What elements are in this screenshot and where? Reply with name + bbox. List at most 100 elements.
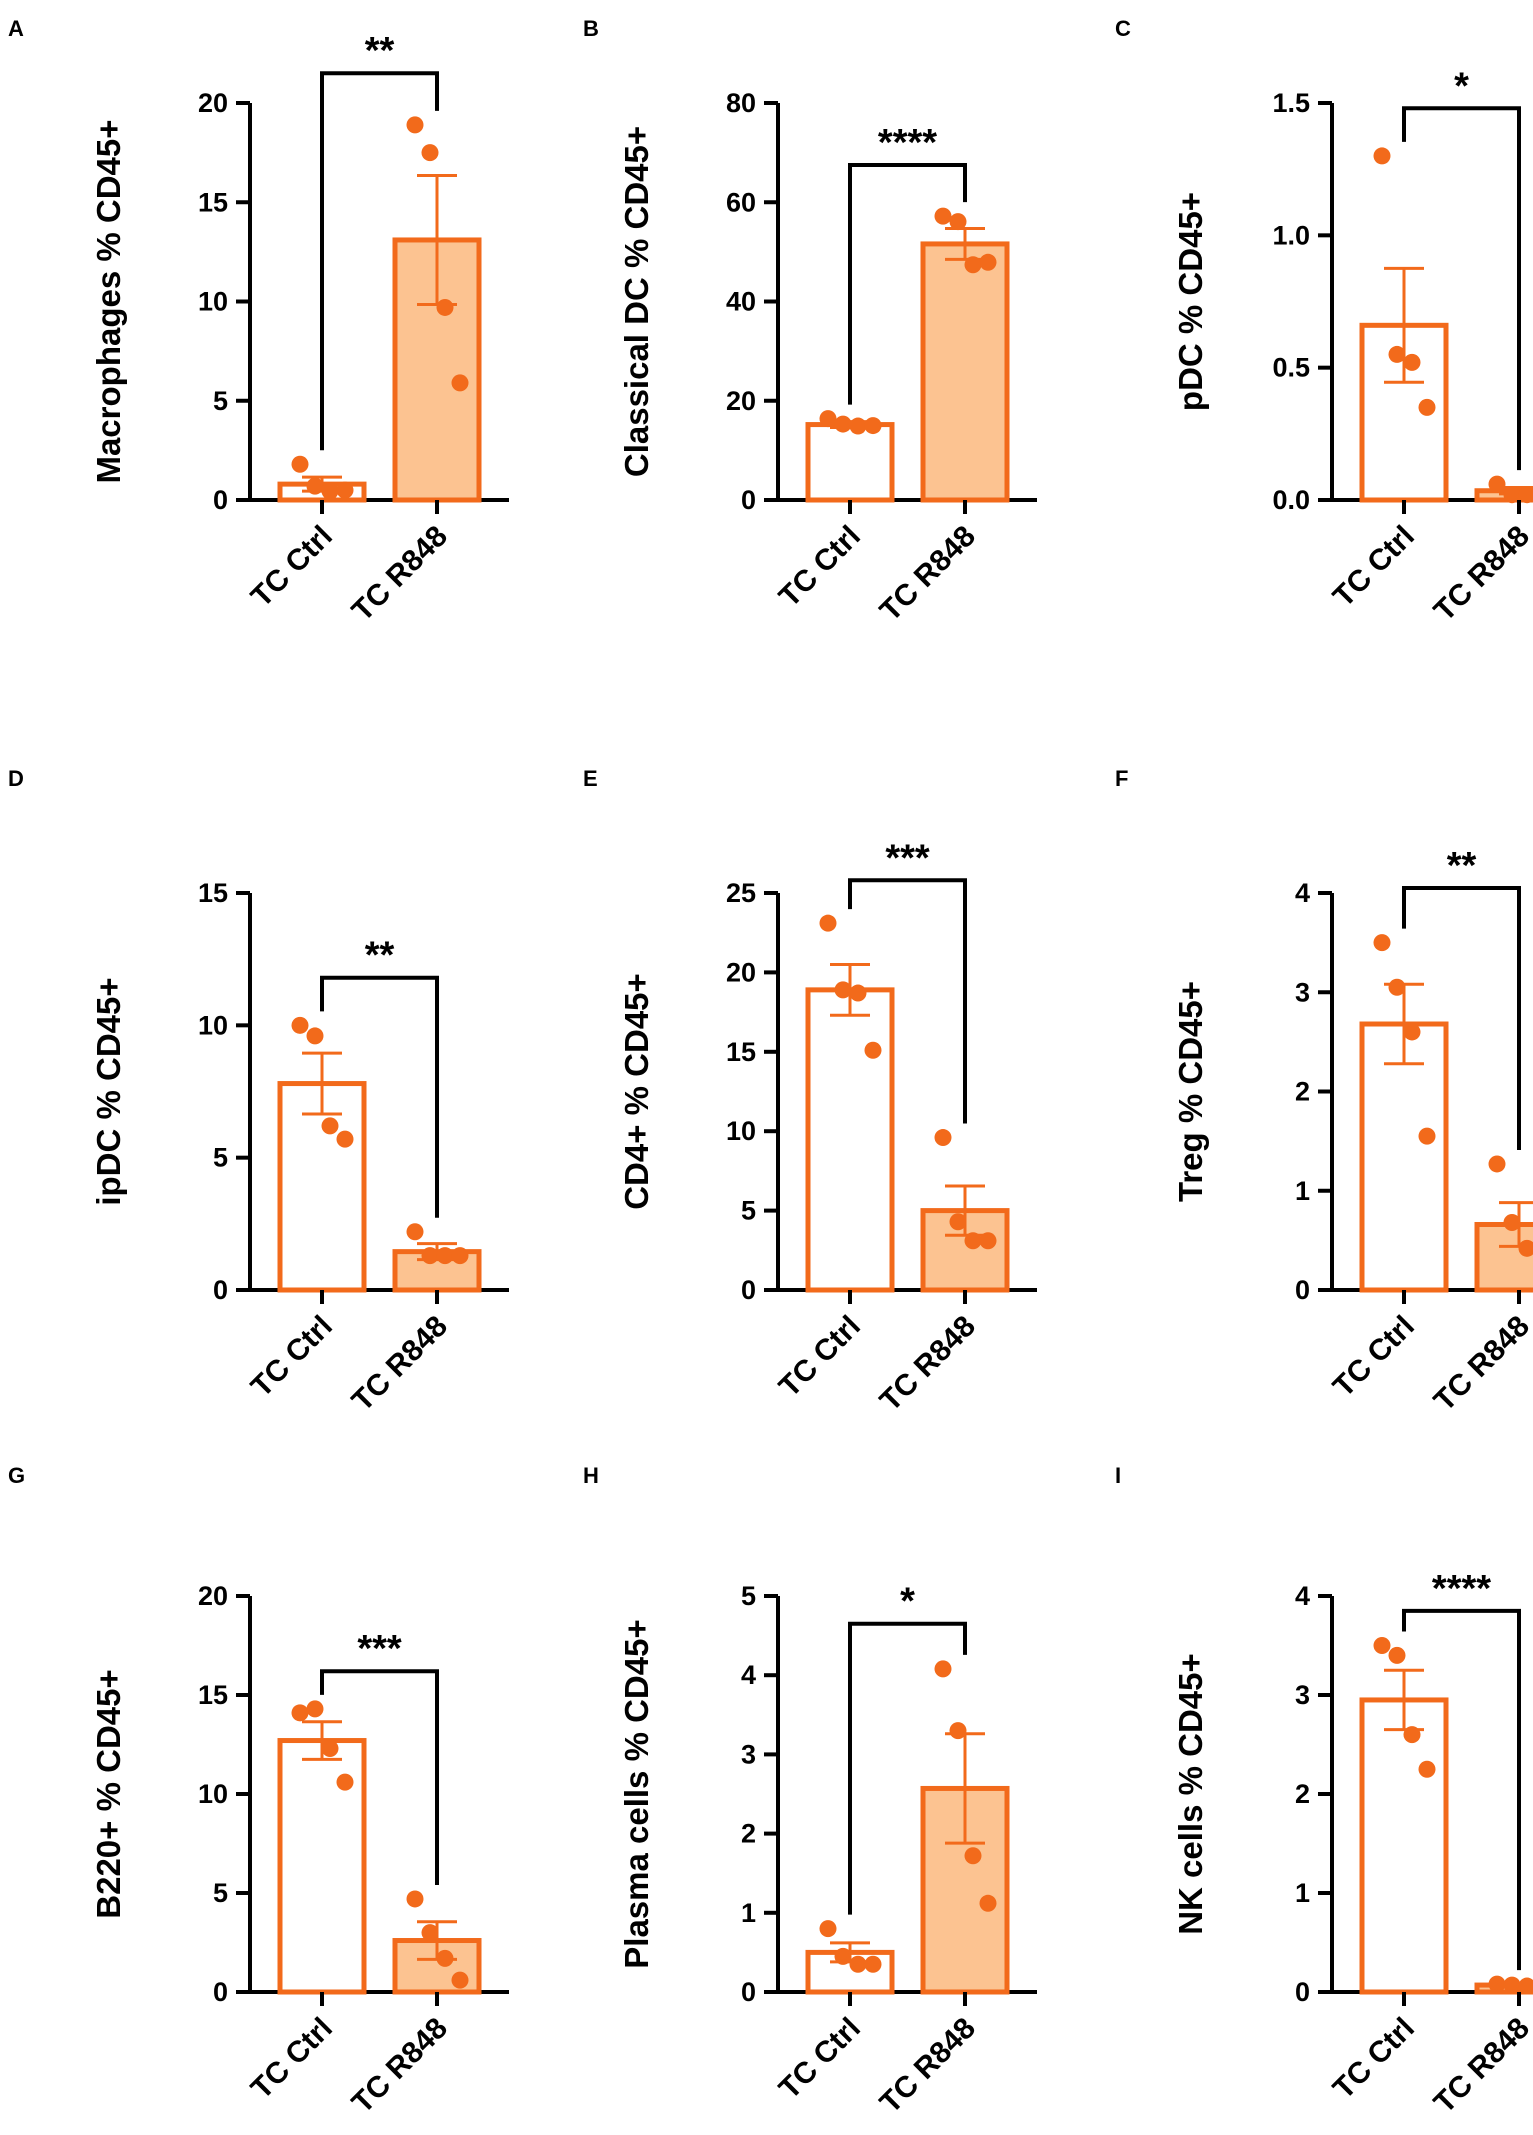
panel-h-data-point bbox=[979, 1894, 997, 1912]
panel-g-significance-bracket bbox=[320, 1669, 439, 1885]
panel-d-label: D bbox=[8, 766, 24, 791]
panel-i-bar-ctrl bbox=[1359, 1697, 1449, 1995]
panel-e-y-tick-label: 10 bbox=[726, 1116, 756, 1146]
panel-f-y-label: Treg % CD45+ bbox=[1172, 981, 1209, 1202]
panel-i-significance-bracket bbox=[1402, 1608, 1521, 1971]
panel-d-y-tick-label: 0 bbox=[213, 1275, 228, 1305]
panel-a-data-point bbox=[291, 455, 309, 473]
panel-g-significance-stars: *** bbox=[357, 1628, 402, 1670]
panel-i-x-tick-label: TC Ctrl bbox=[1327, 2012, 1421, 2106]
panel-b-x-tick-label: TC Ctrl bbox=[773, 520, 867, 614]
panel-g-data-point bbox=[451, 1971, 469, 1989]
panel-d-y-label: ipDC % CD45+ bbox=[90, 977, 127, 1205]
panel-i-label: I bbox=[1115, 1463, 1121, 1488]
panel-h-data-point bbox=[934, 1660, 952, 1678]
panel-b-data-point bbox=[934, 207, 952, 225]
panel-c-data-point bbox=[1503, 486, 1521, 504]
panel-e-x-tick-label: TC Ctrl bbox=[773, 1310, 867, 1404]
panel-b-y-tick-label: 20 bbox=[726, 386, 756, 416]
panel-a-data-point bbox=[406, 116, 424, 134]
panel-c-y-tick-label: 1.5 bbox=[1272, 88, 1310, 118]
panel-c-significance-bracket bbox=[1402, 106, 1521, 471]
panel-f-x-tick-label: TC R848 bbox=[1428, 1310, 1533, 1418]
panel-e-data-point bbox=[949, 1213, 967, 1231]
panel-c-data-point bbox=[1488, 475, 1506, 493]
panel-f-label: F bbox=[1115, 766, 1128, 791]
panel-i-y-tick-label: 1 bbox=[1295, 1878, 1310, 1908]
panel-g-x-tick-label: TC R848 bbox=[346, 2012, 454, 2120]
panel-c-y-tick-label: 1.0 bbox=[1272, 220, 1310, 250]
panel-d-data-point bbox=[421, 1247, 439, 1265]
panel-c-data-point bbox=[1418, 398, 1436, 416]
panel-f-data-point bbox=[1418, 1127, 1436, 1145]
panel-a-significance-stars: ** bbox=[365, 30, 395, 72]
panel-f-significance-bracket bbox=[1402, 886, 1521, 1150]
panel-c-data-point bbox=[1388, 345, 1406, 363]
panel-h-data-point bbox=[834, 1947, 852, 1965]
panel-g-y-tick-label: 15 bbox=[198, 1680, 228, 1710]
panel-g-y-tick-label: 20 bbox=[198, 1581, 228, 1611]
panel-c-x-tick-label: TC R848 bbox=[1428, 520, 1533, 628]
panel-e-y-tick-label: 15 bbox=[726, 1037, 756, 1067]
panel-e-data-point bbox=[819, 914, 837, 932]
panel-i-x-tick-label: TC R848 bbox=[1428, 2012, 1533, 2120]
panel-g-y-tick-label: 5 bbox=[213, 1878, 228, 1908]
panel-a-data-point bbox=[336, 481, 354, 499]
panel-f-y-tick-label: 2 bbox=[1295, 1077, 1310, 1107]
panel-g-y-tick-label: 0 bbox=[213, 1977, 228, 2007]
panel-c-y-tick-label: 0.0 bbox=[1272, 485, 1310, 515]
panel-f-data-point bbox=[1488, 1155, 1506, 1173]
panel-a-data-point bbox=[306, 477, 324, 495]
panel-f-data-point bbox=[1518, 1239, 1533, 1257]
panel-i-data-point bbox=[1418, 1760, 1436, 1778]
panel-a-x-tick-label: TC R848 bbox=[346, 520, 454, 628]
panel-i-data-point bbox=[1488, 1975, 1506, 1993]
panel-g-x-tick-label: TC Ctrl bbox=[245, 2012, 339, 2106]
panel-g-data-point bbox=[436, 1949, 454, 1967]
panel-h-label: H bbox=[583, 1463, 599, 1488]
panel-b-x-tick-label: TC R848 bbox=[874, 520, 982, 628]
panel-e-y-label: CD4+ % CD45+ bbox=[618, 973, 655, 1210]
panel-h-y-tick-label: 3 bbox=[741, 1739, 756, 1769]
panel-g-y-tick-label: 10 bbox=[198, 1779, 228, 1809]
panel-d-data-point bbox=[336, 1130, 354, 1148]
panel-i-significance-stars: **** bbox=[1432, 1568, 1491, 1610]
panel-e-data-point bbox=[834, 981, 852, 999]
panel-g-data-point bbox=[306, 1700, 324, 1718]
panel-h-y-tick-label: 0 bbox=[741, 1977, 756, 2007]
panel-h-data-point bbox=[949, 1722, 967, 1740]
panel-d-data-point bbox=[406, 1223, 424, 1241]
panel-d-data-point bbox=[436, 1247, 454, 1265]
panel-f-y-tick-label: 0 bbox=[1295, 1275, 1310, 1305]
panel-a-y-tick-label: 15 bbox=[198, 187, 228, 217]
panel-f-data-point bbox=[1403, 1023, 1421, 1041]
panel-e-bar-ctrl bbox=[805, 987, 895, 1293]
panel-d-y-tick-label: 10 bbox=[198, 1010, 228, 1040]
panel-b-data-point bbox=[949, 213, 967, 231]
panel-a-data-point bbox=[451, 374, 469, 392]
panel-g-data-point bbox=[421, 1924, 439, 1942]
panel-d-data-point bbox=[451, 1247, 469, 1265]
panel-h-y-tick-label: 4 bbox=[741, 1660, 756, 1690]
panel-d-data-point bbox=[291, 1016, 309, 1034]
panel-c-data-point bbox=[1373, 147, 1391, 165]
panel-a-y-tick-label: 10 bbox=[198, 287, 228, 317]
panel-d-significance-stars: ** bbox=[365, 935, 395, 977]
panel-d-x-tick-label: TC R848 bbox=[346, 1310, 454, 1418]
panel-b-data-point bbox=[864, 417, 882, 435]
panel-h-y-tick-label: 2 bbox=[741, 1819, 756, 1849]
panel-b-bar-r848 bbox=[920, 241, 1010, 503]
panel-d-bar-ctrl bbox=[277, 1081, 367, 1293]
panel-a-y-tick-label: 20 bbox=[198, 88, 228, 118]
panel-i-y-tick-label: 4 bbox=[1295, 1581, 1310, 1611]
panel-a-label: A bbox=[8, 16, 24, 41]
panel-h-y-tick-label: 1 bbox=[741, 1898, 756, 1928]
panel-b-significance-bracket bbox=[848, 163, 967, 405]
panel-h-data-point bbox=[819, 1920, 837, 1938]
panel-e-significance-bracket bbox=[848, 878, 967, 1124]
panel-b-y-label: Classical DC % CD45+ bbox=[618, 126, 655, 477]
panel-g-y-label: B220+ % CD45+ bbox=[90, 1669, 127, 1918]
panel-d-y-tick-label: 5 bbox=[213, 1143, 228, 1173]
panel-b-data-point bbox=[964, 256, 982, 274]
panel-h-x-tick-label: TC Ctrl bbox=[773, 2012, 867, 2106]
